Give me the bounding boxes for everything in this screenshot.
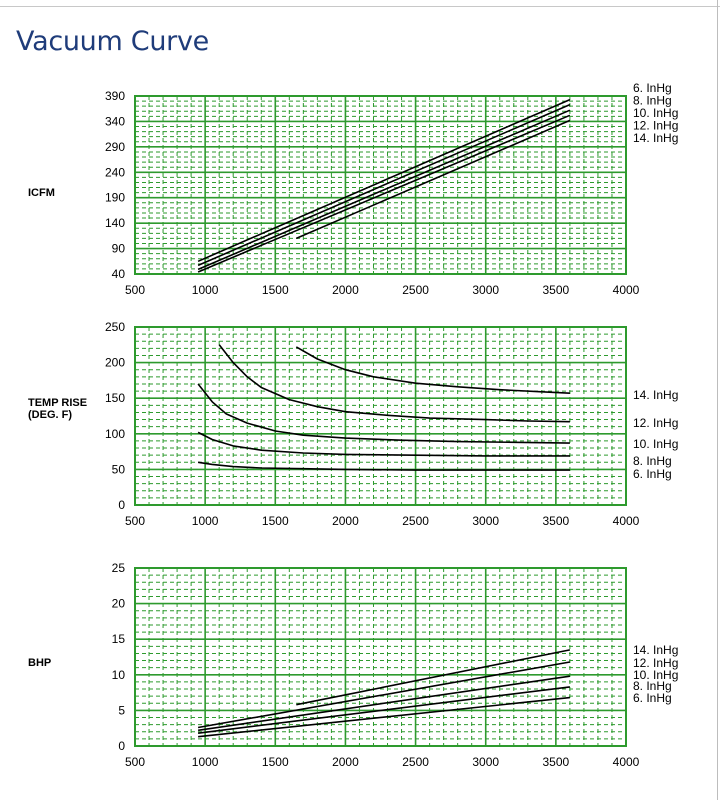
legend-label: 10. InHg: [633, 106, 678, 120]
plot-frame: [134, 95, 627, 275]
plot-frame: [134, 567, 627, 747]
y-tick-label: 50: [112, 462, 126, 476]
legend-label: 6. InHg: [633, 81, 672, 95]
y-tick-label: 10: [112, 668, 126, 682]
x-tick-label: 2000: [332, 514, 359, 528]
x-tick-label: 1500: [262, 283, 289, 297]
x-tick-label: 1000: [192, 755, 219, 769]
y-tick-label: 290: [105, 140, 125, 154]
x-tick-label: 3500: [543, 283, 570, 297]
y-tick-label: 25: [112, 561, 126, 575]
y-tick-label: 40: [112, 267, 126, 281]
x-tick-label: 1000: [192, 514, 219, 528]
series-line: [198, 696, 570, 738]
x-tick-label: 500: [125, 514, 145, 528]
y-tick-label: 150: [105, 391, 125, 405]
y-tick-label: 0: [118, 498, 125, 512]
x-tick-label: 3000: [472, 755, 499, 769]
series-line: [197, 114, 571, 273]
legend-label: 14. InHg: [633, 388, 678, 402]
series-line: [296, 649, 571, 706]
y-tick-label: 390: [105, 89, 125, 103]
y-tick-label: 90: [112, 242, 126, 256]
x-tick-label: 2500: [402, 283, 429, 297]
y-tick-label: 20: [112, 597, 126, 611]
plot-frame: [134, 326, 627, 506]
x-tick-label: 1000: [192, 283, 219, 297]
legend-label: 14. InHg: [633, 643, 678, 657]
x-tick-label: 3000: [472, 514, 499, 528]
legend-label: 12. InHg: [633, 119, 678, 133]
x-tick-label: 3500: [543, 755, 570, 769]
x-tick-label: 4000: [613, 514, 640, 528]
top-border: [0, 0, 720, 7]
y-axis-label: ICFM: [28, 187, 55, 199]
x-tick-label: 2000: [332, 283, 359, 297]
chart-1: 500 1000 1500 2000 2500 3000 3500 4000 40 90 140 19…: [28, 81, 678, 297]
legend-label: 8. InHg: [633, 454, 672, 468]
y-axis-label: TEMP RISE: [28, 397, 87, 409]
legend-label: 12. InHg: [633, 656, 678, 670]
legend-label: 6. InHg: [633, 691, 672, 705]
grid: [134, 567, 627, 747]
x-tick-label: 2500: [402, 755, 429, 769]
series-line: [197, 103, 571, 267]
x-tick-label: 1500: [262, 514, 289, 528]
x-tick-label: 2500: [402, 514, 429, 528]
right-border: [717, 0, 718, 800]
series-line: [197, 109, 571, 271]
y-tick-label: 340: [105, 114, 125, 128]
grid: [134, 326, 627, 506]
series-line: [295, 119, 571, 240]
legend-label: 8. InHg: [633, 94, 672, 108]
series-line: [218, 344, 570, 423]
legend-label: 14. InHg: [633, 131, 678, 145]
x-tick-label: 3000: [472, 283, 499, 297]
legend-label: 12. InHg: [633, 416, 678, 430]
page-title: Vacuum Curve: [16, 26, 209, 57]
legend-label: 8. InHg: [633, 679, 672, 693]
x-tick-label: 4000: [613, 755, 640, 769]
x-tick-label: 1500: [262, 755, 289, 769]
x-tick-label: 2000: [332, 755, 359, 769]
y-tick-label: 200: [105, 356, 125, 370]
y-tick-label: 250: [105, 320, 125, 334]
x-tick-label: 3500: [543, 514, 570, 528]
y-axis-label: BHP: [28, 657, 51, 669]
y-tick-label: 5: [118, 703, 125, 717]
y-tick-label: 100: [105, 427, 125, 441]
series-line: [197, 431, 570, 457]
series-line: [197, 661, 571, 729]
series-line: [198, 686, 570, 734]
legend-label: 6. InHg: [633, 467, 672, 481]
x-tick-label: 500: [125, 283, 145, 297]
y-tick-label: 240: [105, 165, 125, 179]
chart-3: 500 1000 1500 2000 2500 3000 3500 4000 0 5 10 15 20 2…: [28, 561, 678, 769]
series-line: [197, 98, 571, 263]
y-tick-label: 0: [118, 739, 125, 753]
series-line: [197, 383, 570, 444]
legend-label: 10. InHg: [633, 668, 678, 682]
y-tick-label: 15: [112, 632, 126, 646]
x-tick-label: 500: [125, 755, 145, 769]
x-tick-label: 4000: [613, 283, 640, 297]
series-line: [295, 346, 570, 394]
series-line: [197, 461, 570, 471]
y-tick-label: 190: [105, 191, 125, 205]
y-tick-label: 140: [105, 216, 125, 230]
series-line: [197, 675, 571, 732]
chart-2: 500 1000 1500 2000 2500 3000 3500 4000 0 50 100 150…: [28, 320, 678, 528]
y-axis-label: (DEG. F): [28, 409, 72, 421]
legend-label: 10. InHg: [633, 437, 678, 451]
